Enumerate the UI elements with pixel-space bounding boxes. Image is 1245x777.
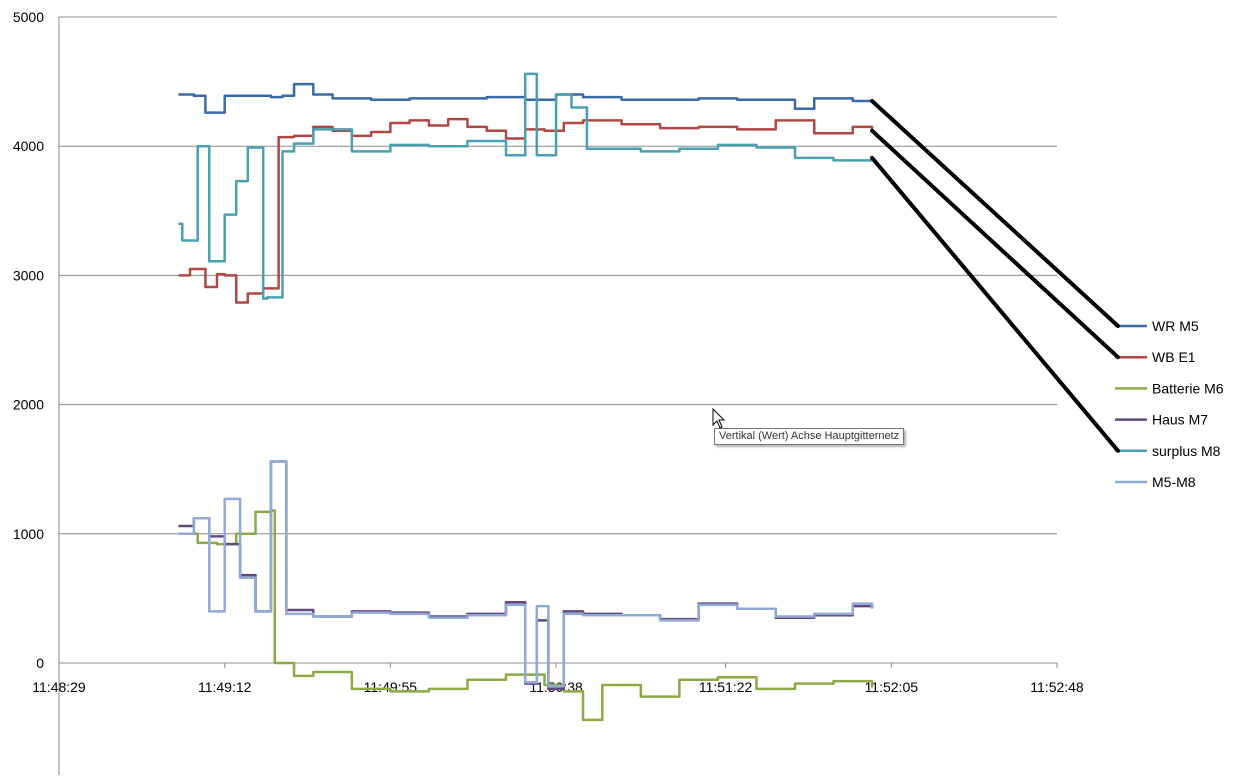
legend[interactable]: WR M5 WB E1 Batterie M6 Haus M7 surplus M8 M5… [1115,318,1224,490]
y-tick-labels: 0 1000 2000 3000 4000 5000 [13,9,44,671]
leader-line [870,98,1120,328]
mouse-cursor-icon [712,408,726,429]
x-tick-label: 11:48:29 [32,679,86,695]
series-lines[interactable] [178,72,874,722]
y-tick-label: 1000 [13,526,44,542]
y-tick-label: 2000 [13,397,44,413]
legend-label[interactable]: surplus M8 [1152,443,1221,459]
series-line-wr-m5[interactable] [178,82,873,114]
leader-line [870,128,1120,360]
leader-line [870,155,1120,453]
y-tick-label: 4000 [13,138,44,154]
legend-label[interactable]: M5-M8 [1152,474,1196,490]
tooltip: Vertikal (Wert) Achse Hauptgitternetz [714,428,905,445]
legend-label[interactable]: Haus M7 [1152,412,1208,428]
y-tick-label: 3000 [13,267,44,283]
y-tick-label: 5000 [13,9,44,25]
series-line-surplus-m8[interactable] [178,72,874,300]
x-tick-label: 11:51:22 [699,679,753,695]
legend-label[interactable]: Batterie M6 [1152,380,1224,396]
y-tick-label: 0 [36,655,44,671]
series-line-m5-m8[interactable] [178,460,874,688]
x-tick-labels: 11:48:29 11:49:12 11:49:55 11:50:38 11:51:22… [32,679,1084,695]
x-tick-label: 11:49:12 [198,679,252,695]
legend-label[interactable]: WR M5 [1152,318,1199,334]
legend-label[interactable]: WB E1 [1152,349,1196,365]
x-tick-label: 11:52:05 [865,679,919,695]
axes [58,17,1058,775]
series-line-batterie-m6[interactable] [178,509,874,722]
series-line-wb-e1[interactable] [178,117,874,304]
x-tick-label: 11:52:48 [1030,679,1084,695]
leader-lines [870,98,1120,453]
